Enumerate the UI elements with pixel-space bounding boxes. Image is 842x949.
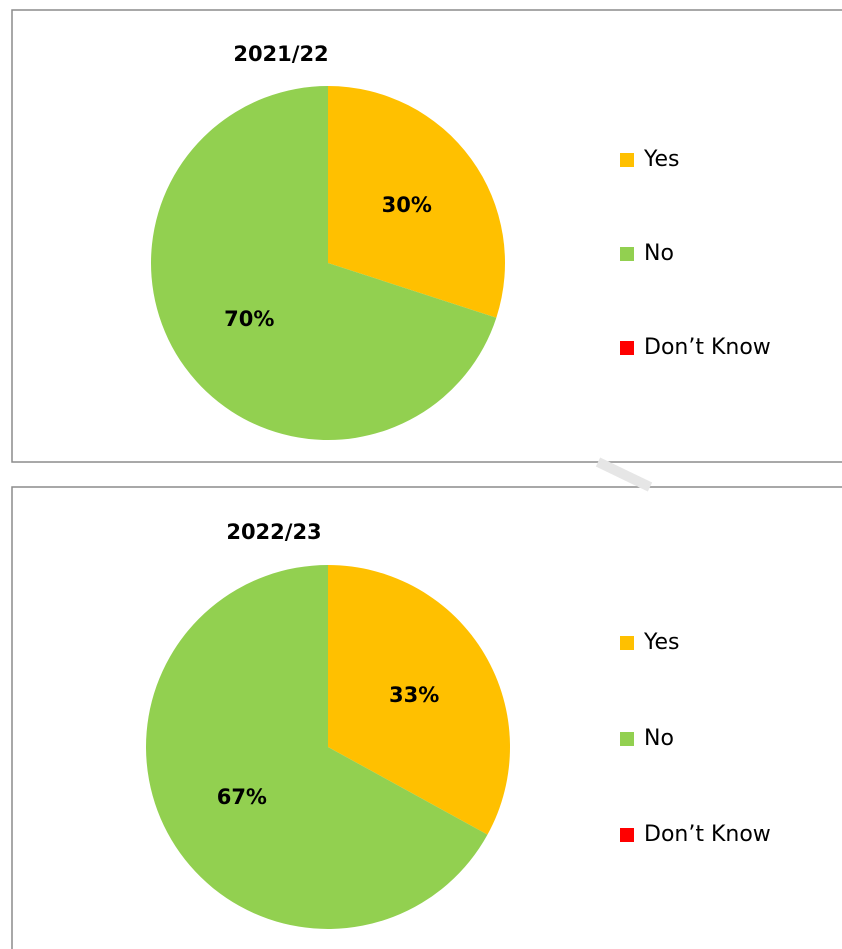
legend-label: No: [644, 241, 674, 266]
data-label: 67%: [217, 785, 267, 809]
legend-label: Don’t Know: [644, 822, 771, 847]
pie-slice: [328, 565, 511, 835]
legend-label: Yes: [643, 630, 680, 655]
data-label: 70%: [224, 307, 274, 331]
legend-swatch: [620, 153, 634, 167]
legend-swatch: [620, 732, 634, 746]
data-label: 33%: [389, 683, 439, 707]
chart-title: 2022/23: [226, 520, 321, 544]
legend-label: No: [644, 726, 674, 751]
pie-slice: [146, 565, 488, 929]
pie-slice: [151, 86, 497, 440]
legend-label: Yes: [643, 147, 680, 172]
legend-swatch: [620, 341, 634, 355]
data-label: 30%: [382, 193, 432, 217]
legend-swatch: [620, 636, 634, 650]
legend-swatch: [620, 828, 634, 842]
legend-swatch: [620, 247, 634, 261]
pie-slice: [328, 86, 506, 318]
chart-title: 2021/22: [233, 42, 328, 66]
watermark: [595, 457, 653, 492]
legend-label: Don’t Know: [644, 335, 771, 360]
